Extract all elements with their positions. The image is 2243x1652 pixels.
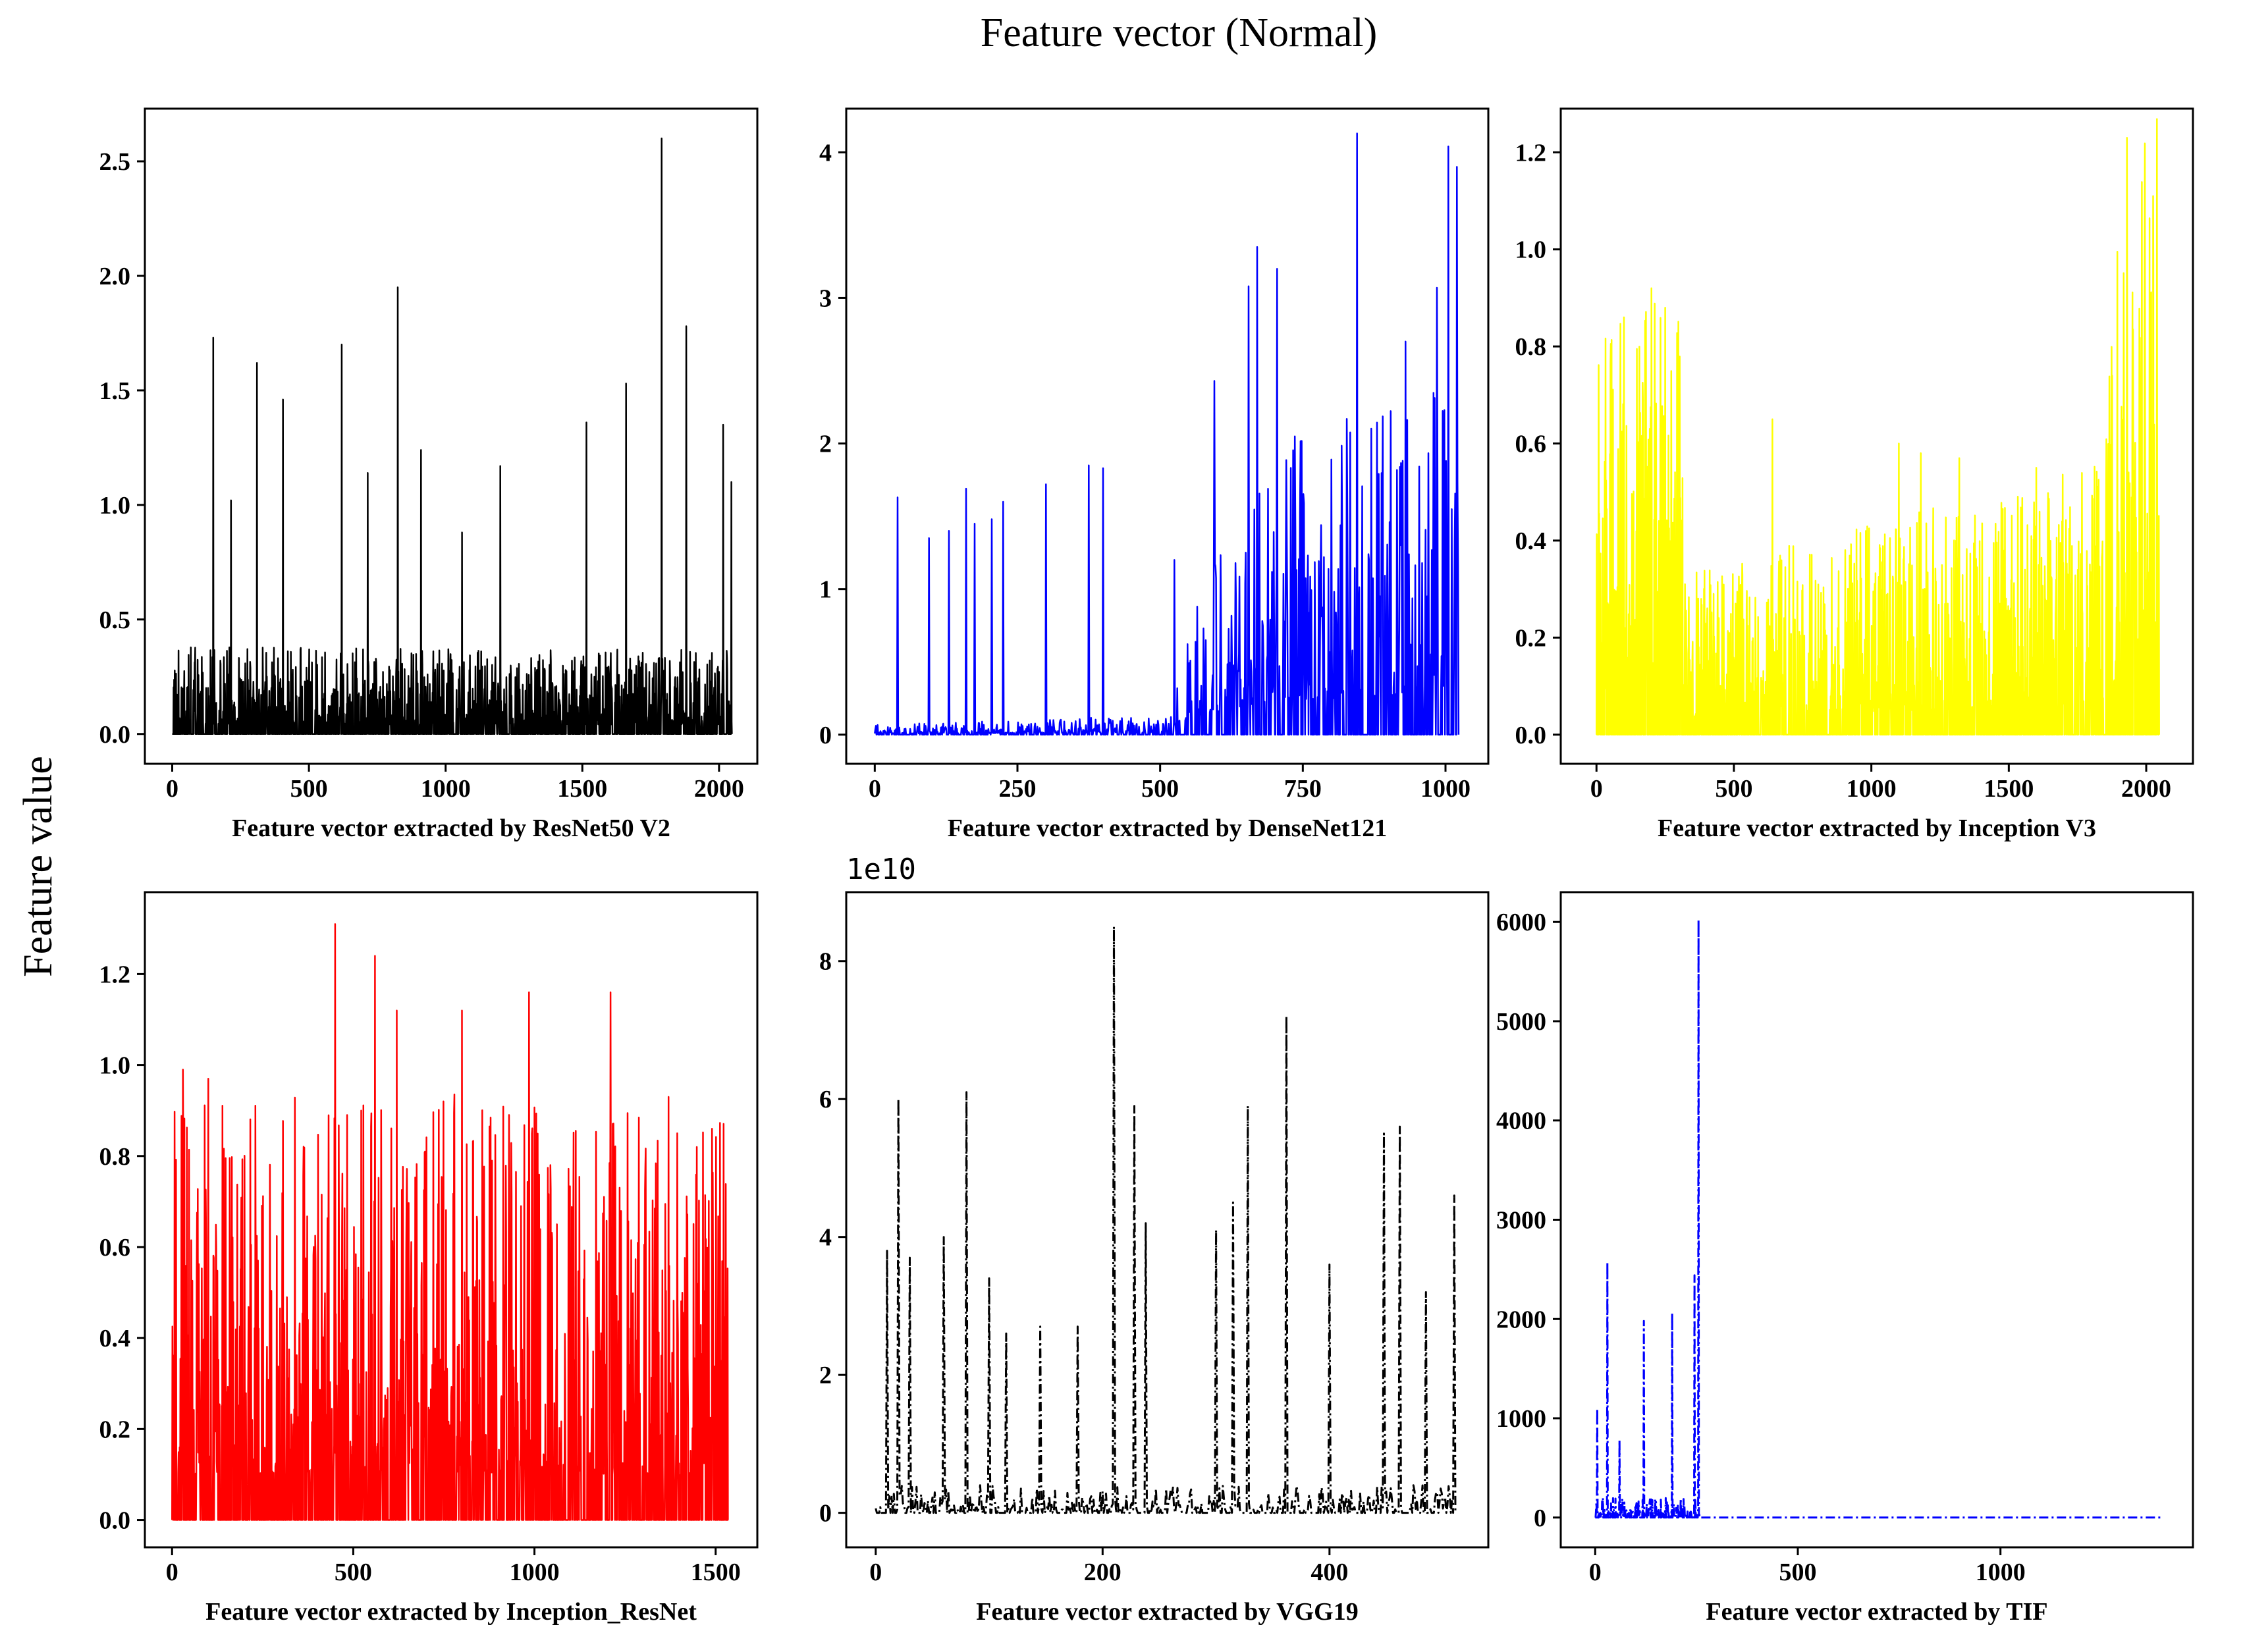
y-tick-label: 1.5	[99, 377, 131, 405]
y-tick-label: 4	[819, 1224, 832, 1252]
y-tick-label: 1.0	[99, 492, 131, 520]
x-tick-label: 1000	[1420, 775, 1471, 803]
x-tick-label: 1500	[557, 775, 607, 803]
y-tick-label: 4	[819, 139, 832, 167]
x-tick-label: 200	[1084, 1559, 1122, 1586]
y-tick-label: 0.2	[1515, 624, 1547, 652]
series-line-vgg19	[875, 925, 1457, 1514]
x-tick-label: 0	[1589, 1559, 1602, 1586]
chart-panel-inceptionv3: 0 500 1000 1500 2000 0.0 0.2 0.4 0.6 0.8 1.0 1.2 Fea…	[1515, 107, 2194, 842]
chart-panel-resnet50v2: 0 500 1000 1500 2000 0.0 0.5 1.0 1.5 2.0 2.5 Featur…	[99, 107, 759, 842]
x-tick-label: 0	[869, 1559, 882, 1586]
x-tick-label: 500	[290, 775, 328, 803]
x-tick-label: 500	[335, 1559, 372, 1586]
y-tick-label: 0.5	[99, 606, 131, 634]
figure-title: Feature vector (Normal)	[981, 11, 1378, 55]
axes-frame	[845, 107, 1490, 765]
y-tick-label: 2	[819, 1362, 832, 1389]
x-tick-label: 750	[1284, 775, 1322, 803]
y-tick-label: 0.0	[99, 721, 131, 749]
x-tick-label: 500	[1141, 775, 1179, 803]
y-tick-label: 3	[819, 284, 832, 312]
x-tick-label: 2000	[2121, 775, 2171, 803]
x-tick-label: 2000	[694, 775, 744, 803]
y-tick-label: 0.8	[1515, 333, 1547, 361]
chart-panel-densenet121: 0 250 500 750 1000 0 1 2 3 4 Feature vector extrac…	[819, 107, 1490, 842]
y-tick-label: 0	[819, 1500, 832, 1528]
y-tick-label: 5000	[1496, 1008, 1546, 1036]
figure-ylabel: Feature value	[16, 756, 61, 977]
x-tick-label: 1000	[421, 775, 471, 803]
x-tick-label: 0	[166, 1559, 178, 1586]
axes-frame	[1559, 107, 2194, 765]
y-tick-label: 0.0	[1515, 722, 1547, 749]
x-axis-label: Feature vector extracted by TIF	[1706, 1598, 2047, 1626]
y-tick-label: 0	[1534, 1505, 1546, 1532]
x-tick-label: 250	[999, 775, 1037, 803]
series-line-tif	[1594, 919, 2163, 1519]
y-tick-label: 1	[819, 576, 832, 604]
y-tick-label: 2.5	[99, 148, 131, 176]
chart-panel-vgg19: 0 200 400 0 2 4 6 8 Feature vector extracted by …	[819, 853, 1490, 1626]
y-tick-label: 0.4	[1515, 527, 1547, 555]
x-axis-label: Feature vector extracted by VGG19	[976, 1598, 1358, 1626]
x-axis-label: Feature vector extracted by ResNet50 V2	[232, 814, 670, 842]
x-tick-label: 1500	[691, 1559, 741, 1586]
chart-panel-tif: 0 500 1000 0 1000 2000 3000 4000 5000 6000 Feature…	[1496, 891, 2194, 1626]
chart-panel-inception_resnet: 0 500 1000 1500 0.0 0.2 0.4 0.6 0.8 1.0 1.2 Feature…	[99, 891, 759, 1626]
x-tick-label: 500	[1779, 1559, 1817, 1586]
y-tick-label: 1.0	[99, 1052, 131, 1080]
x-axis-label: Feature vector extracted by Inception_Re…	[205, 1598, 697, 1626]
x-axis-label: Feature vector extracted by Inception V3	[1658, 814, 2096, 842]
y-tick-label: 0.0	[99, 1507, 131, 1535]
y-offset-label: 1e10	[846, 853, 916, 886]
x-tick-label: 400	[1311, 1559, 1348, 1586]
x-tick-label: 1000	[1847, 775, 1897, 803]
x-tick-label: 1500	[1984, 775, 2034, 803]
x-tick-label: 1000	[510, 1559, 560, 1586]
chart-panels: 0 500 1000 1500 20000.00.51.01.52.02.5Featur…	[99, 107, 2194, 1626]
series-line-resnet50v2	[171, 137, 733, 735]
axes-frame	[1559, 891, 2194, 1549]
y-tick-label: 1000	[1496, 1405, 1546, 1433]
y-tick-label: 1.0	[1515, 236, 1547, 264]
y-tick-label: 0	[819, 722, 832, 749]
y-tick-label: 1.2	[99, 961, 131, 988]
x-tick-label: 1000	[1976, 1559, 2026, 1586]
y-tick-label: 6000	[1496, 909, 1546, 936]
y-tick-label: 0.4	[99, 1325, 131, 1352]
y-tick-label: 2	[819, 431, 832, 458]
y-tick-label: 0.2	[99, 1416, 131, 1443]
x-axis-label: Feature vector extracted by DenseNet121	[948, 814, 1388, 842]
series-line-inceptionv3	[1596, 118, 2160, 736]
x-tick-label: 500	[1715, 775, 1752, 803]
y-tick-label: 2000	[1496, 1306, 1546, 1333]
x-tick-label: 0	[869, 775, 881, 803]
x-tick-label: 0	[1590, 775, 1603, 803]
y-tick-label: 0.6	[99, 1234, 131, 1262]
y-tick-label: 0.6	[1515, 431, 1547, 458]
series-line-densenet121	[874, 132, 1460, 736]
axes-frame	[845, 891, 1490, 1549]
series-line-inception_resnet	[171, 923, 729, 1521]
y-tick-label: 0.8	[99, 1143, 131, 1171]
y-tick-label: 6	[819, 1086, 832, 1113]
y-tick-label: 3000	[1496, 1207, 1546, 1235]
axes-frame	[144, 891, 759, 1549]
y-tick-label: 8	[819, 948, 832, 976]
y-tick-label: 2.0	[99, 263, 131, 290]
y-tick-label: 1.2	[1515, 139, 1547, 167]
x-tick-label: 0	[166, 775, 178, 803]
axes-frame	[144, 107, 759, 765]
y-tick-label: 4000	[1496, 1107, 1546, 1135]
